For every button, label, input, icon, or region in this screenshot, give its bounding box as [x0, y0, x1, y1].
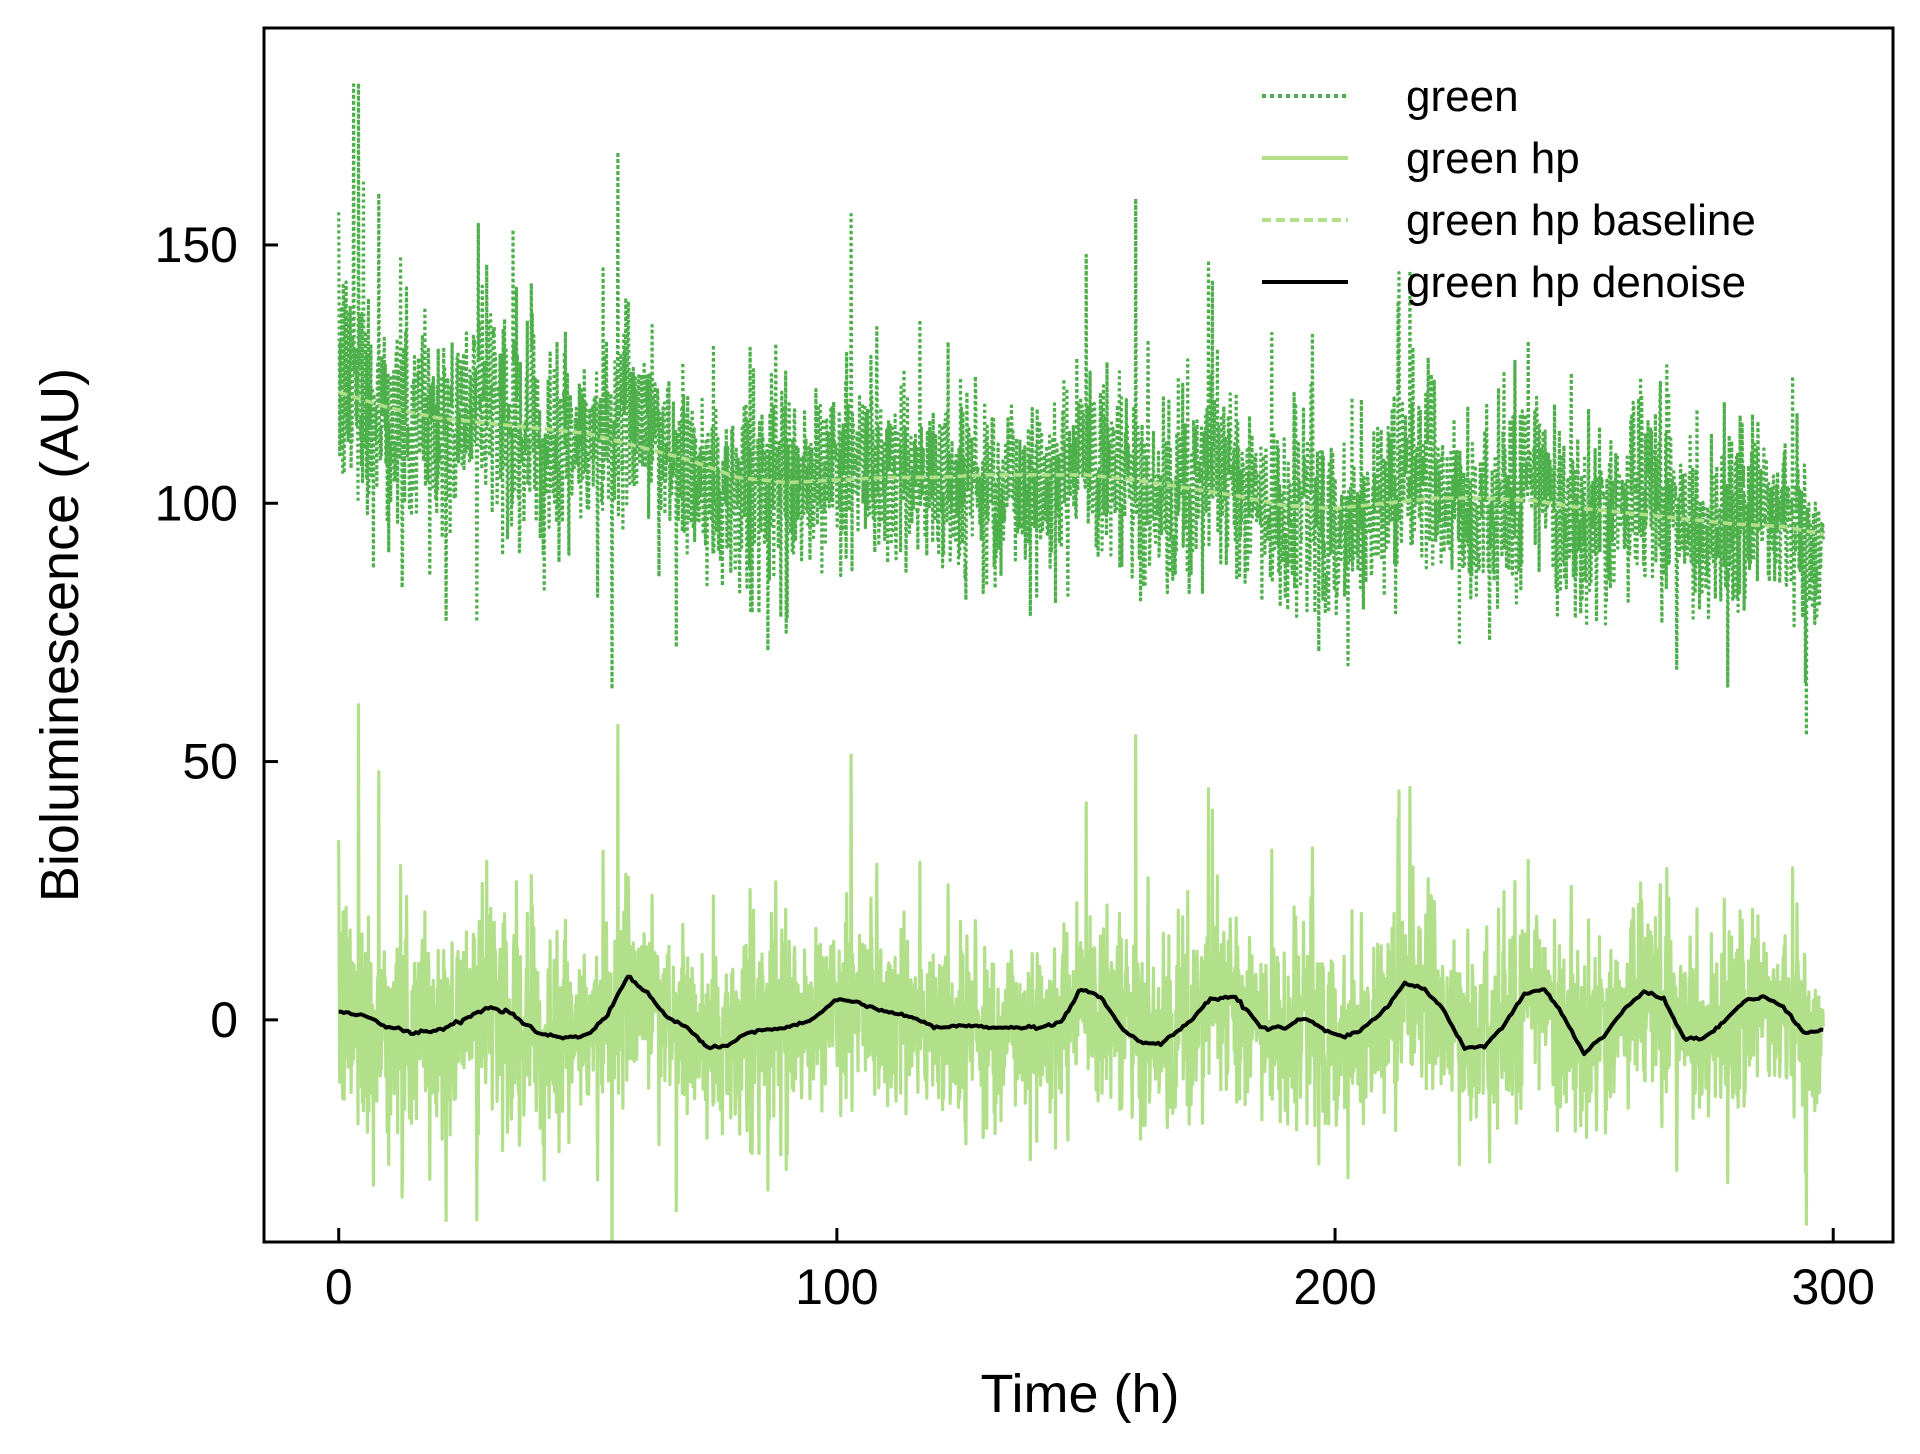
y-tick-label: 150 [155, 217, 238, 273]
x-tick-label: 0 [325, 1259, 353, 1315]
y-tick-label: 100 [155, 475, 238, 531]
ticks-layer [264, 243, 1835, 1242]
legend-label: green hp denoise [1406, 258, 1746, 307]
legend-label: green hp baseline [1406, 196, 1756, 245]
series-green-line [337, 81, 1825, 737]
legend-label: green hp [1406, 134, 1580, 183]
series-green-hp-baseline-line [338, 390, 1824, 537]
axes-frame [262, 26, 1895, 1244]
y-tick-label: 0 [210, 992, 238, 1048]
y-tick-label: 50 [182, 734, 238, 790]
plot-area [337, 81, 1825, 1242]
x-axis-label: Time (h) [981, 1364, 1180, 1424]
x-tick-label: 300 [1792, 1259, 1875, 1315]
legend: green green hp green hp baseline green hp d… [1262, 72, 1756, 307]
series-green-hp-denoise-line [338, 974, 1824, 1057]
x-tick-label: 100 [795, 1259, 878, 1315]
x-tick-label: 200 [1293, 1259, 1376, 1315]
legend-label: green [1406, 72, 1519, 121]
series-green-hp-line [337, 703, 1825, 1242]
y-axis-label: Bioluminescence (AU) [30, 368, 90, 902]
